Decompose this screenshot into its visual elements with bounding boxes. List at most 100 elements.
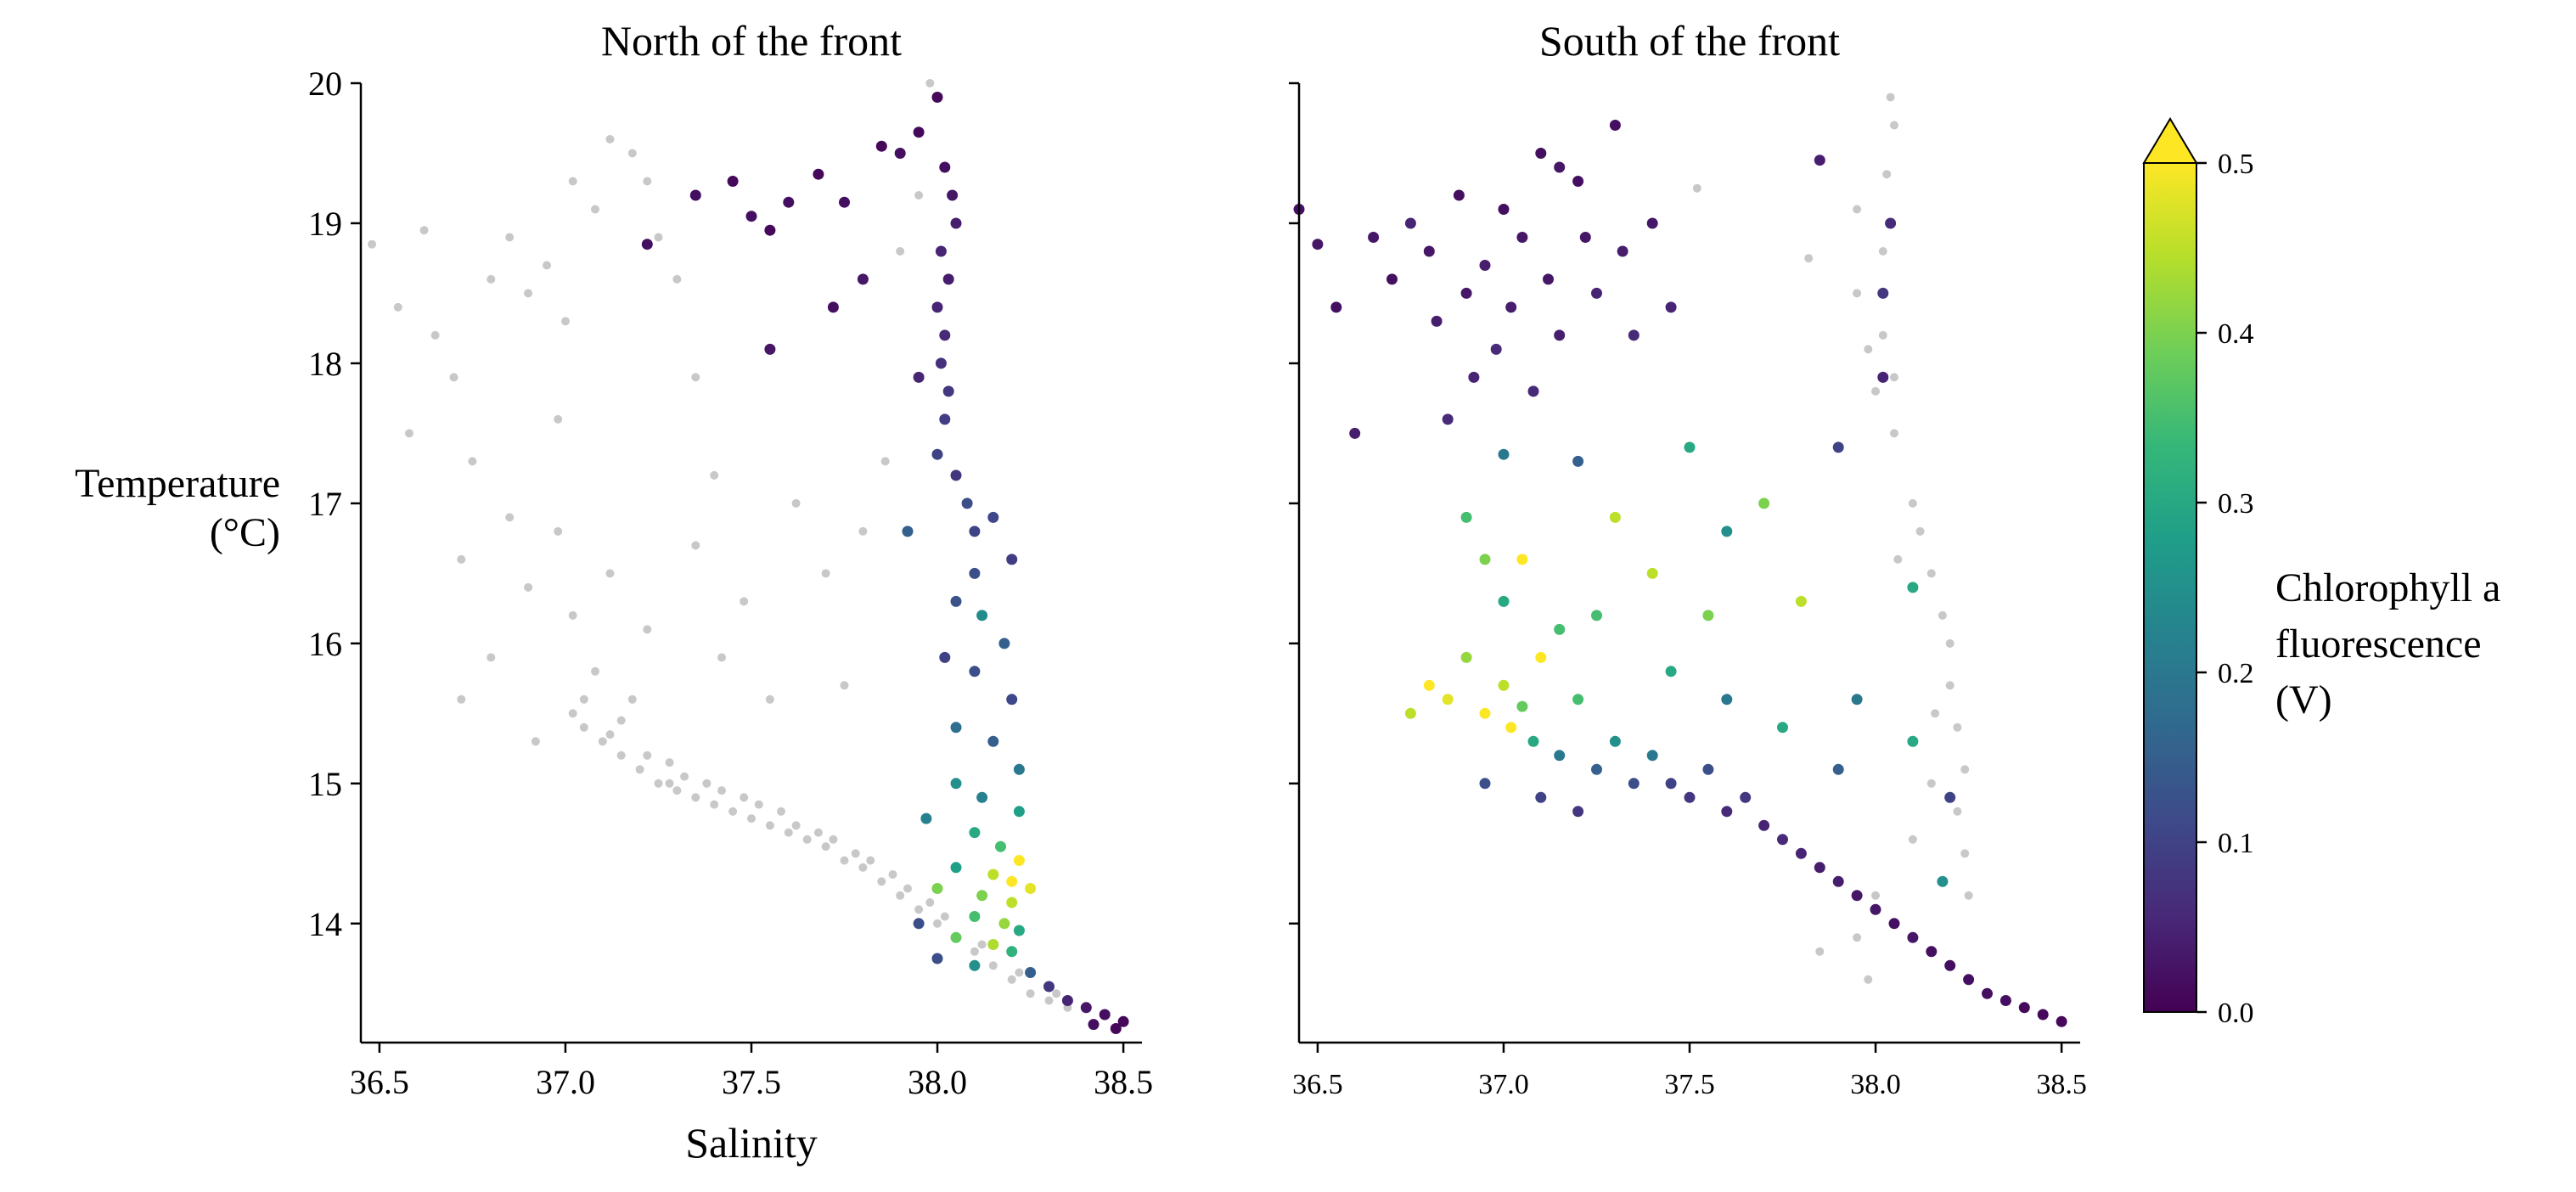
background-point xyxy=(419,226,429,235)
fluorescence-point xyxy=(1646,217,1658,229)
fluorescence-point xyxy=(1665,301,1677,313)
colorbar-tick-label: 0.4 xyxy=(2218,318,2254,350)
background-point xyxy=(672,274,682,284)
background-point xyxy=(1007,975,1016,984)
background-point xyxy=(598,737,607,746)
fluorescence-point xyxy=(950,217,962,229)
fluorescence-point xyxy=(1527,735,1539,747)
fluorescence-point xyxy=(1885,217,1897,229)
colorbar-label-line: fluorescence xyxy=(2275,621,2482,666)
background-point xyxy=(1864,345,1873,354)
x-tick-label: 36.5 xyxy=(1292,1069,1343,1100)
fluorescence-point xyxy=(950,469,962,481)
fluorescence-point xyxy=(1479,778,1491,790)
fluorescence-point xyxy=(839,196,850,208)
fluorescence-point xyxy=(1721,526,1733,537)
background-point xyxy=(740,597,749,606)
background-point xyxy=(457,554,466,564)
background-point xyxy=(702,779,711,788)
fluorescence-point xyxy=(1043,981,1055,992)
fluorescence-point xyxy=(1795,595,1807,607)
fluorescence-point xyxy=(939,329,951,341)
fluorescence-point xyxy=(1088,1019,1100,1031)
background-point xyxy=(791,821,801,830)
fluorescence-point xyxy=(1554,623,1566,635)
fluorescence-point xyxy=(894,148,906,159)
fluorescence-point xyxy=(1460,287,1472,299)
fluorescence-point xyxy=(1368,232,1380,243)
fluorescence-point xyxy=(1702,610,1714,621)
fluorescence-point xyxy=(1609,120,1621,131)
fluorescence-point xyxy=(1877,287,1889,299)
background-point xyxy=(579,694,588,704)
x-tick-label: 37.0 xyxy=(1478,1069,1529,1100)
background-point xyxy=(765,694,774,704)
fluorescence-point xyxy=(1479,554,1491,565)
background-point xyxy=(643,177,652,186)
background-point xyxy=(665,758,674,767)
y-tick-label: 14 xyxy=(308,905,342,943)
fluorescence-point xyxy=(1423,679,1435,691)
x-tick-label: 38.0 xyxy=(908,1063,967,1101)
fluorescence-point xyxy=(1814,862,1825,874)
fluorescence-point xyxy=(1498,679,1510,691)
fluorescence-point xyxy=(1832,441,1844,453)
background-point xyxy=(487,653,496,662)
y-tick-label: 19 xyxy=(308,205,342,243)
fluorescence-point xyxy=(1110,1023,1122,1034)
y-axis-label: Temperature (°C) xyxy=(75,461,280,555)
background-point xyxy=(754,800,763,809)
fluorescence-point xyxy=(1617,245,1628,257)
x-tick-label: 37.5 xyxy=(722,1063,781,1101)
colorbar-label: Chlorophyll a fluorescence (V) xyxy=(2275,565,2500,723)
fluorescence-point xyxy=(987,939,999,950)
fluorescence-point xyxy=(1665,666,1677,678)
fluorescence-point xyxy=(1684,441,1696,453)
background-point xyxy=(717,786,726,796)
y-axis-label-line: (°C) xyxy=(210,510,280,555)
background-point xyxy=(672,786,682,796)
north-x-ticks: 36.5 37.0 37.5 38.0 38.5 xyxy=(350,1043,1153,1101)
fluorescence-point xyxy=(2037,1009,2049,1021)
background-point xyxy=(468,457,477,466)
background-point xyxy=(1804,254,1814,263)
x-tick-label: 36.5 xyxy=(350,1063,409,1101)
background-point xyxy=(635,765,644,774)
fluorescence-point xyxy=(931,92,943,103)
fluorescence-point xyxy=(1554,329,1566,341)
background-point xyxy=(1026,989,1035,998)
fluorescence-point xyxy=(969,911,981,922)
fluorescence-point xyxy=(1944,791,1956,803)
background-point xyxy=(605,569,615,578)
colorbar-tick-label: 0.3 xyxy=(2218,488,2254,520)
north-y-ticks: 14 15 16 17 18 19 20 xyxy=(308,65,361,943)
fluorescence-point xyxy=(939,651,951,663)
background-point xyxy=(1926,779,1936,788)
background-point xyxy=(821,569,830,578)
background-point xyxy=(940,912,949,921)
colorbar-tick-label: 0.0 xyxy=(2218,998,2254,1029)
fluorescence-point xyxy=(1006,897,1018,908)
background-point xyxy=(829,835,838,844)
fluorescence-point xyxy=(1579,232,1591,243)
background-point xyxy=(858,526,868,536)
background-point xyxy=(877,877,886,886)
background-point xyxy=(740,793,749,802)
background-point xyxy=(457,694,466,704)
fluorescence-point xyxy=(950,931,962,943)
x-tick-label: 38.0 xyxy=(1850,1069,1901,1100)
panel-north-title: North of the front xyxy=(601,17,902,65)
fluorescence-point xyxy=(1535,148,1547,159)
colorbar: 0.0 0.1 0.2 0.3 0.4 0.5 Chlorophyll a fluoresc… xyxy=(2142,117,2500,1029)
fluorescence-point xyxy=(641,239,653,250)
fluorescence-point xyxy=(1460,511,1472,523)
fluorescence-point xyxy=(1777,834,1788,846)
colorbar-label-line: (V) xyxy=(2275,678,2332,723)
colorbar-tick-label: 0.1 xyxy=(2218,828,2254,859)
background-point xyxy=(1964,891,1973,900)
fluorescence-point xyxy=(1591,610,1602,621)
fluorescence-point xyxy=(1099,1009,1111,1021)
background-point xyxy=(1890,429,1898,438)
background-point xyxy=(561,317,570,326)
fluorescence-point xyxy=(1516,232,1528,243)
